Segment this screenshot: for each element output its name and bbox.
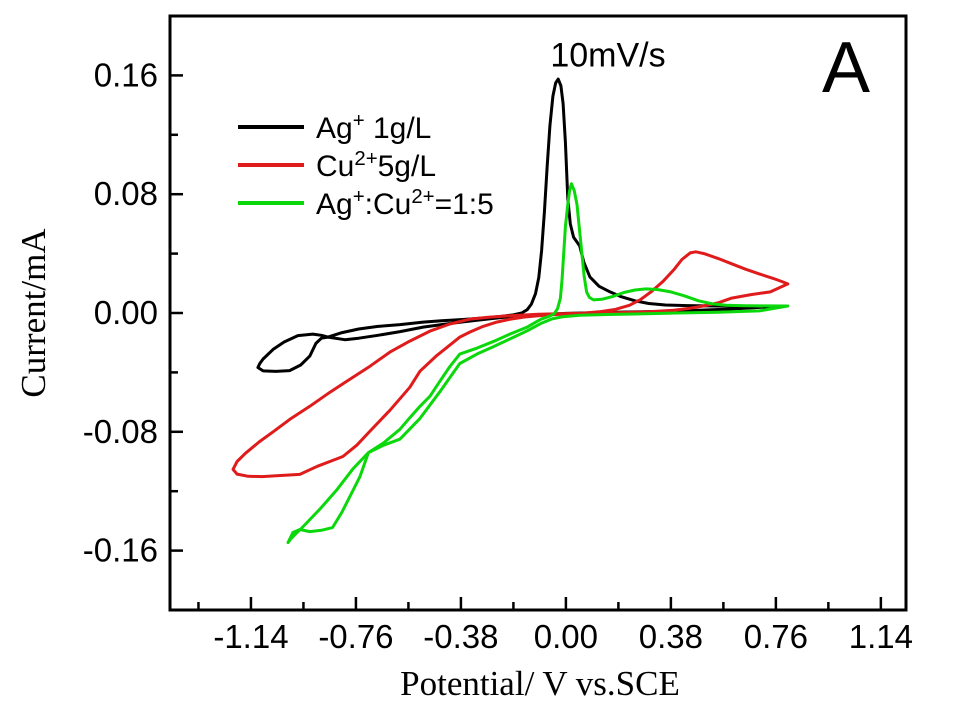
tick-labels: -1.14 -0.76 -0.38 0.00 0.38 0.76 1.14 0.16 0.08 0… xyxy=(83,56,913,655)
legend: Ag+ 1g/L Cu2+5g/L Ag+:Cu2+=1:5 xyxy=(238,108,494,222)
legend-label: Ag+:Cu2+=1:5 xyxy=(316,185,494,221)
legend-swatch xyxy=(238,201,304,205)
x-tick-label: 1.14 xyxy=(849,618,913,655)
x-tick-label: 0.00 xyxy=(534,618,598,655)
legend-item-cu: Cu2+5g/L xyxy=(238,146,494,184)
legend-swatch xyxy=(238,125,304,129)
y-tick-label: -0.16 xyxy=(83,532,158,569)
y-tick-label: -0.08 xyxy=(83,413,158,450)
x-tick-label: -0.76 xyxy=(318,618,393,655)
legend-item-agcu: Ag+:Cu2+=1:5 xyxy=(238,184,494,222)
legend-label: Ag+ 1g/L xyxy=(316,109,432,145)
x-tick-label: -0.38 xyxy=(423,618,498,655)
y-tick-label: 0.00 xyxy=(94,294,158,331)
y-tick-label: 0.08 xyxy=(94,175,158,212)
curve-agcu xyxy=(286,182,790,545)
curves xyxy=(231,77,790,545)
curve-ag xyxy=(256,77,785,373)
curve-cu xyxy=(231,250,790,479)
x-tick-label: 0.38 xyxy=(639,618,703,655)
y-tick-label: 0.16 xyxy=(94,56,158,93)
legend-label: Cu2+5g/L xyxy=(316,147,436,183)
legend-swatch xyxy=(238,163,304,167)
axes xyxy=(168,14,908,612)
x-axis-title: Potential/ V vs.SCE xyxy=(400,664,680,703)
panel-label: A xyxy=(821,28,871,108)
scan-rate-annotation: 10mV/s xyxy=(550,36,666,75)
x-tick-label: -1.14 xyxy=(213,618,288,655)
x-tick-label: 0.76 xyxy=(744,618,808,655)
legend-item-ag: Ag+ 1g/L xyxy=(238,108,494,146)
y-axis-title: Current/mA xyxy=(14,228,53,398)
